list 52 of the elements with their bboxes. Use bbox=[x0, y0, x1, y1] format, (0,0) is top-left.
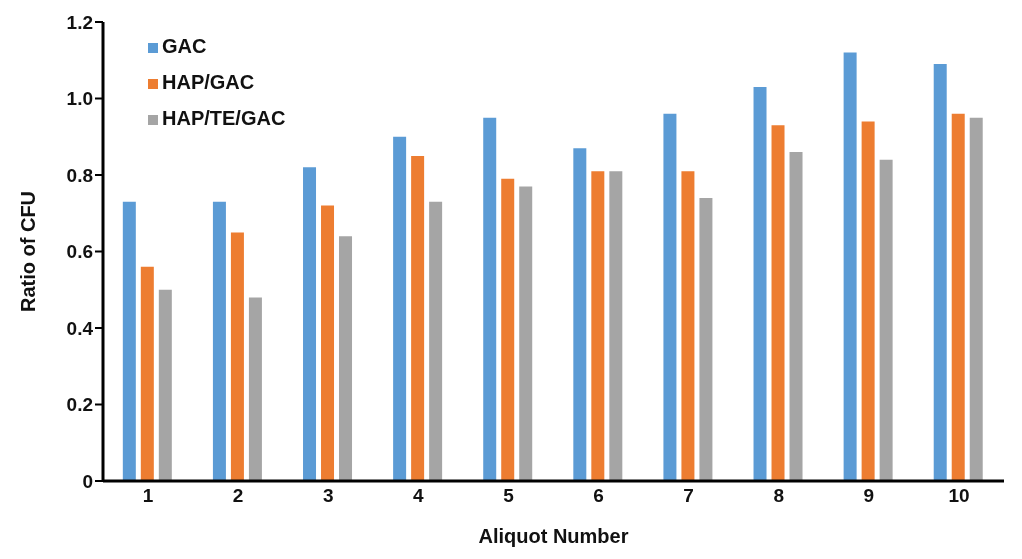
x-tick-label: 8 bbox=[773, 485, 785, 507]
bar bbox=[429, 201, 443, 481]
bar bbox=[501, 178, 515, 481]
bar bbox=[789, 152, 803, 481]
x-tick-label: 9 bbox=[863, 485, 875, 507]
x-axis-title: Aliquot Number bbox=[478, 525, 629, 547]
y-axis-title: Ratio of CFU bbox=[17, 190, 40, 313]
bar bbox=[591, 171, 605, 481]
x-tick-label: 10 bbox=[948, 485, 970, 507]
bar bbox=[699, 197, 713, 481]
bar bbox=[230, 232, 244, 481]
x-tick-label: 4 bbox=[413, 485, 425, 507]
bar bbox=[753, 87, 767, 481]
bar bbox=[122, 201, 136, 481]
x-tick-label: 6 bbox=[593, 485, 604, 507]
bar bbox=[248, 297, 262, 481]
legend-label: HAP/GAC bbox=[162, 71, 255, 93]
bar bbox=[339, 236, 353, 481]
bar bbox=[861, 121, 875, 481]
bar bbox=[663, 113, 677, 481]
bar bbox=[933, 64, 947, 481]
bar bbox=[879, 159, 893, 481]
bar bbox=[393, 136, 407, 481]
y-tick-label: 0.4 bbox=[66, 317, 94, 339]
bar bbox=[140, 266, 154, 481]
y-tick-label: 0 bbox=[82, 470, 93, 492]
bar bbox=[212, 201, 226, 481]
y-tick-label: 0.6 bbox=[66, 241, 93, 263]
x-tick-label: 5 bbox=[503, 485, 515, 507]
y-tick-label: 0.8 bbox=[66, 164, 93, 186]
legend-label: GAC bbox=[162, 35, 207, 57]
bar bbox=[411, 155, 425, 481]
bar bbox=[771, 125, 785, 481]
bar bbox=[158, 289, 172, 481]
bar bbox=[951, 113, 965, 481]
bar bbox=[303, 167, 317, 481]
x-tick-label: 1 bbox=[142, 485, 154, 507]
x-tick-label: 2 bbox=[232, 485, 244, 507]
bar bbox=[681, 171, 695, 481]
bar bbox=[609, 171, 623, 481]
legend-label: HAP/TE/GAC bbox=[162, 107, 286, 129]
bar bbox=[483, 117, 497, 481]
y-tick-label: 1.0 bbox=[66, 88, 93, 110]
x-tick-label: 7 bbox=[683, 485, 694, 507]
y-tick-label: 1.2 bbox=[66, 11, 93, 33]
bar bbox=[843, 52, 857, 481]
bar bbox=[321, 205, 335, 481]
bar bbox=[519, 186, 533, 481]
x-tick-label: 3 bbox=[322, 485, 334, 507]
y-tick-label: 0.2 bbox=[66, 394, 93, 416]
bar bbox=[969, 117, 983, 481]
bar bbox=[573, 148, 587, 481]
